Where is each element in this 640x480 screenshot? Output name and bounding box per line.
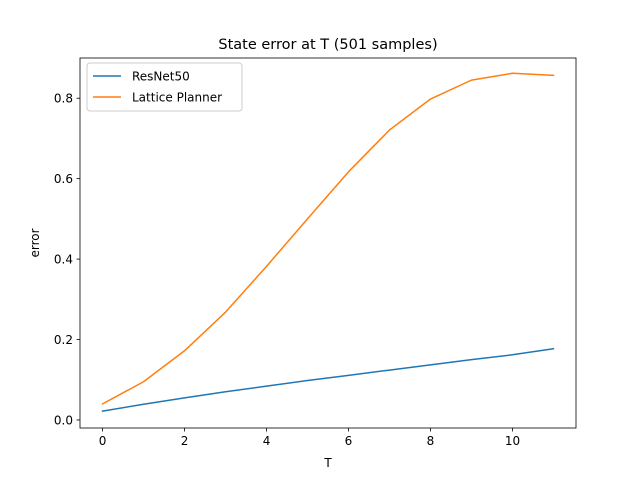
x-tick-label: 6	[345, 434, 353, 448]
series-line-lattice-planner	[101, 72, 555, 405]
y-tick-label: 0.8	[54, 92, 73, 106]
x-axis: 0 2 4 6 8 10	[99, 428, 520, 448]
chart-title: State error at T (501 samples)	[218, 37, 437, 53]
legend-label: ResNet50	[132, 70, 190, 84]
y-tick-label: 0.0	[54, 413, 73, 427]
plot-background	[80, 58, 576, 428]
x-tick-label: 0	[99, 434, 107, 448]
plot-area	[79, 57, 577, 429]
series-line-resnet50	[101, 347, 555, 412]
y-axis: 0.0 0.2 0.4 0.6 0.8	[54, 92, 80, 427]
y-axis-label: error	[28, 228, 42, 257]
x-tick-label: 10	[505, 434, 520, 448]
plot-frame	[79, 57, 577, 429]
x-tick-label: 4	[263, 434, 271, 448]
x-tick-label: 2	[181, 434, 189, 448]
legend-box	[86, 62, 243, 112]
series-lines	[101, 72, 555, 412]
y-tick-label: 0.2	[54, 333, 73, 347]
x-tick-label: 8	[427, 434, 435, 448]
legend-label: Lattice Planner	[132, 91, 222, 105]
y-tick-label: 0.4	[54, 253, 73, 267]
x-axis-label: T	[323, 456, 332, 470]
y-tick-label: 0.6	[54, 172, 73, 186]
legend: ResNet50 Lattice Planner	[86, 62, 243, 112]
